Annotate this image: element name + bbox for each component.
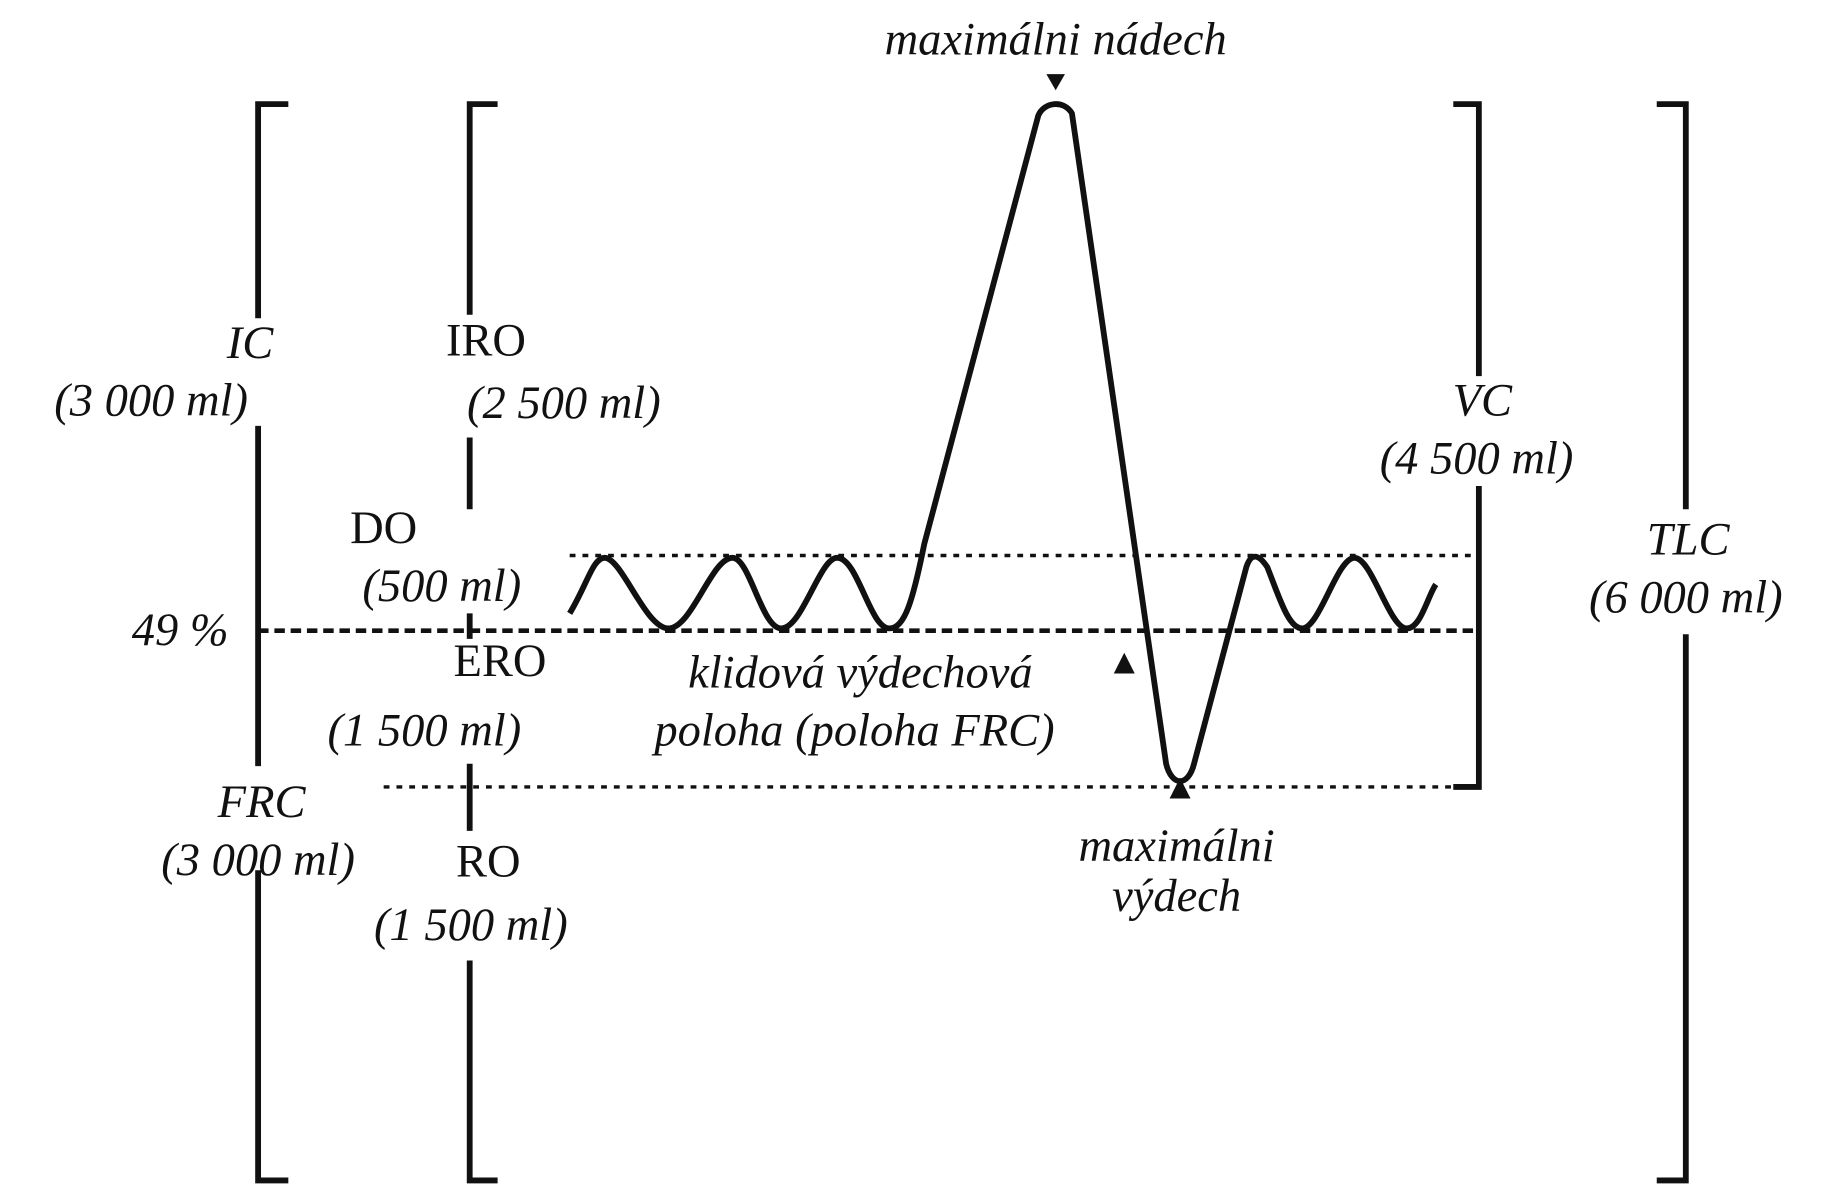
- do-name: DO: [350, 503, 417, 554]
- iro-name: IRO: [446, 316, 526, 367]
- iro-ro-bracket: [466, 101, 498, 1184]
- arrow-max-exhale: [1169, 777, 1191, 799]
- tlc-bracket: [1656, 101, 1689, 1184]
- arrow-rest: [1113, 652, 1135, 674]
- arrow-max-inhale: [1046, 74, 1065, 91]
- ic-frc-bracket: [255, 101, 289, 1184]
- breathing-curve: [567, 101, 1439, 784]
- ro-volume: (1 500 ml): [374, 900, 568, 951]
- percent-label: 49 %: [132, 605, 229, 656]
- ic-name: IC: [226, 318, 275, 369]
- bottom-label: maximálni: [1078, 821, 1274, 872]
- vc-volume: (4 500 ml): [1380, 434, 1574, 485]
- brackets: [255, 101, 1689, 1184]
- vc-name: VC: [1453, 376, 1513, 427]
- frc-volume: (3 000 ml): [161, 835, 355, 886]
- top-label: maximálni nádech: [885, 15, 1227, 66]
- ero-volume: (1 500 ml): [328, 706, 522, 757]
- do-volume: (500 ml): [362, 561, 521, 612]
- tlc-name: TLC: [1647, 515, 1731, 566]
- ero-name: ERO: [453, 636, 546, 687]
- iro-volume: (2 500 ml): [467, 378, 661, 429]
- resting-label: klidová výdechová: [688, 648, 1033, 699]
- bottom-label: výdech: [1112, 871, 1241, 922]
- tlc-volume: (6 000 ml): [1589, 572, 1783, 623]
- frc-name: FRC: [217, 777, 307, 828]
- ro-name: RO: [456, 836, 521, 887]
- resting-label: poloha (poloha FRC): [651, 706, 1054, 757]
- ic-volume: (3 000 ml): [54, 376, 248, 427]
